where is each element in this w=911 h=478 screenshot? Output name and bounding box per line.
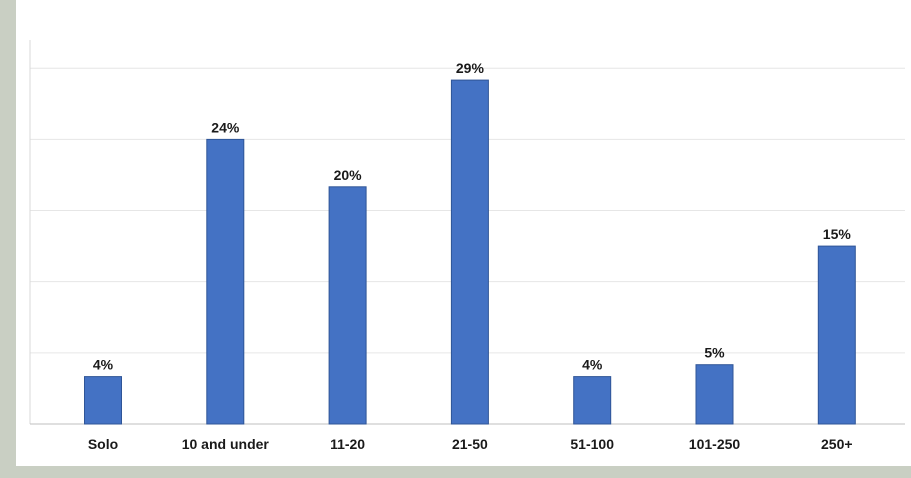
category-label-1: 10 and under [182,436,270,452]
value-label-6: 15% [823,226,852,242]
bar-5 [695,364,734,425]
category-label-2: 11-20 [330,436,365,452]
value-label-0: 4% [93,357,114,373]
value-label-5: 5% [704,345,725,361]
bar-4 [573,376,612,425]
bar-0 [84,376,122,425]
category-label-3: 21-50 [452,436,488,452]
bar-3 [450,79,489,425]
bar-2 [328,186,367,425]
category-label-0: Solo [88,436,118,452]
category-label-4: 51-100 [570,436,614,452]
bar-6 [817,245,856,425]
bar-1 [206,138,245,425]
value-label-4: 4% [582,357,603,373]
value-label-3: 29% [456,60,485,76]
left-border-band [0,0,16,478]
category-label-5: 101-250 [689,436,741,452]
category-labels: Solo 10 and under 11-20 21-50 51-100 101-250 2… [88,436,853,452]
value-labels: 4% 24% 20% 29% 4% 5% 15% [93,60,851,373]
bottom-border-band [0,466,911,478]
value-label-1: 24% [211,119,240,135]
bars [84,79,856,425]
category-label-6: 250+ [821,436,853,452]
value-label-2: 20% [334,167,363,183]
